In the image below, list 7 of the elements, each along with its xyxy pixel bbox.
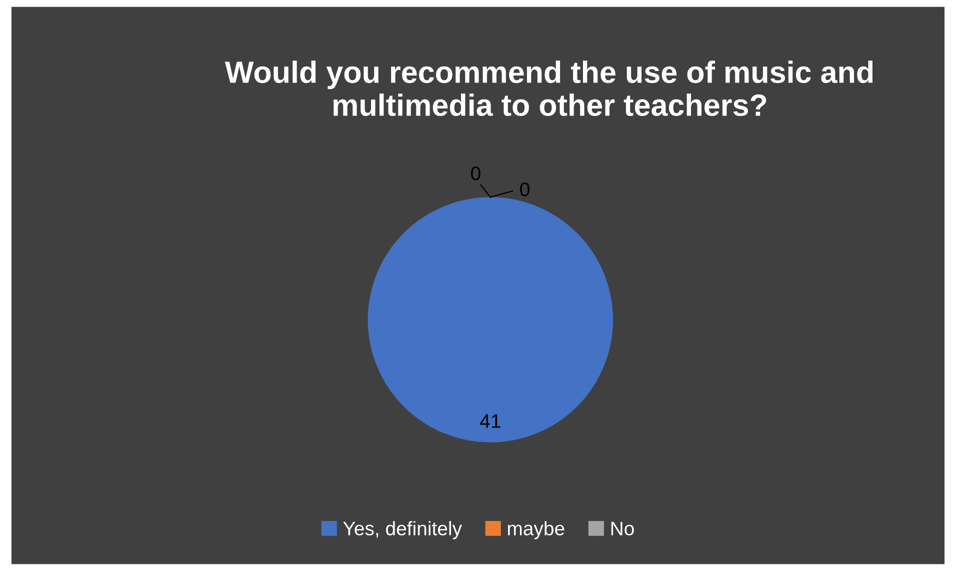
text: 0	[471, 166, 480, 180]
legend-label: Yes, definitely	[343, 521, 462, 540]
legend-label: No	[611, 522, 634, 536]
data-label: 41	[480, 414, 500, 428]
chart-title: Would you recommend the use of music and multimedia to other teachers?	[224, 60, 873, 116]
text: 0	[520, 182, 530, 196]
legend-label: maybe	[508, 521, 564, 540]
